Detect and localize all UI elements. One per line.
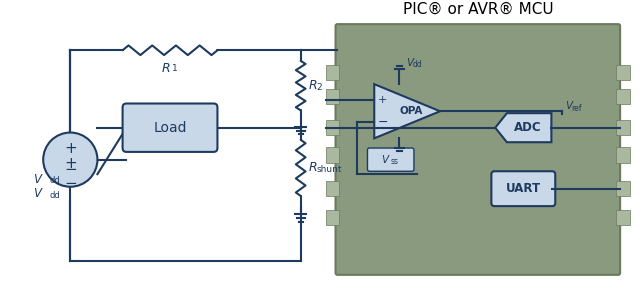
Text: +: +: [378, 95, 388, 105]
FancyBboxPatch shape: [326, 89, 340, 104]
Text: +: +: [64, 156, 77, 171]
Text: Load: Load: [153, 121, 186, 135]
Text: dd: dd: [413, 60, 422, 69]
FancyBboxPatch shape: [616, 89, 629, 104]
FancyBboxPatch shape: [123, 103, 217, 152]
FancyBboxPatch shape: [368, 148, 414, 171]
Polygon shape: [495, 113, 552, 142]
Circle shape: [43, 133, 98, 187]
FancyBboxPatch shape: [326, 147, 340, 163]
Text: V: V: [33, 172, 41, 185]
FancyBboxPatch shape: [336, 24, 620, 275]
FancyBboxPatch shape: [616, 210, 629, 226]
Text: R: R: [309, 161, 317, 174]
FancyBboxPatch shape: [616, 181, 629, 197]
Text: −: −: [64, 162, 77, 177]
FancyBboxPatch shape: [326, 181, 340, 197]
Text: −: −: [377, 116, 388, 129]
Polygon shape: [374, 84, 440, 138]
Text: V: V: [565, 101, 572, 111]
Text: R: R: [161, 62, 170, 75]
Text: ss: ss: [391, 157, 399, 166]
Text: 1: 1: [172, 64, 177, 73]
Text: V: V: [406, 58, 413, 68]
FancyBboxPatch shape: [326, 210, 340, 226]
Text: V: V: [33, 187, 41, 200]
Text: ADC: ADC: [514, 121, 542, 134]
Text: +: +: [64, 142, 77, 157]
Text: dd: dd: [49, 191, 60, 200]
Text: UART: UART: [506, 182, 541, 195]
Text: PIC® or AVR® MCU: PIC® or AVR® MCU: [403, 2, 553, 16]
Text: OPA: OPA: [399, 106, 422, 116]
FancyBboxPatch shape: [616, 147, 629, 163]
Text: R: R: [309, 79, 317, 92]
FancyBboxPatch shape: [616, 65, 629, 80]
FancyBboxPatch shape: [491, 171, 556, 206]
Text: dd: dd: [49, 176, 60, 185]
Text: V: V: [382, 154, 389, 165]
FancyBboxPatch shape: [326, 65, 340, 80]
FancyBboxPatch shape: [326, 120, 340, 135]
Text: 2: 2: [316, 83, 322, 92]
FancyBboxPatch shape: [616, 120, 629, 135]
Text: shunt: shunt: [316, 165, 341, 174]
Text: −: −: [64, 176, 77, 191]
Text: ref: ref: [572, 104, 582, 113]
